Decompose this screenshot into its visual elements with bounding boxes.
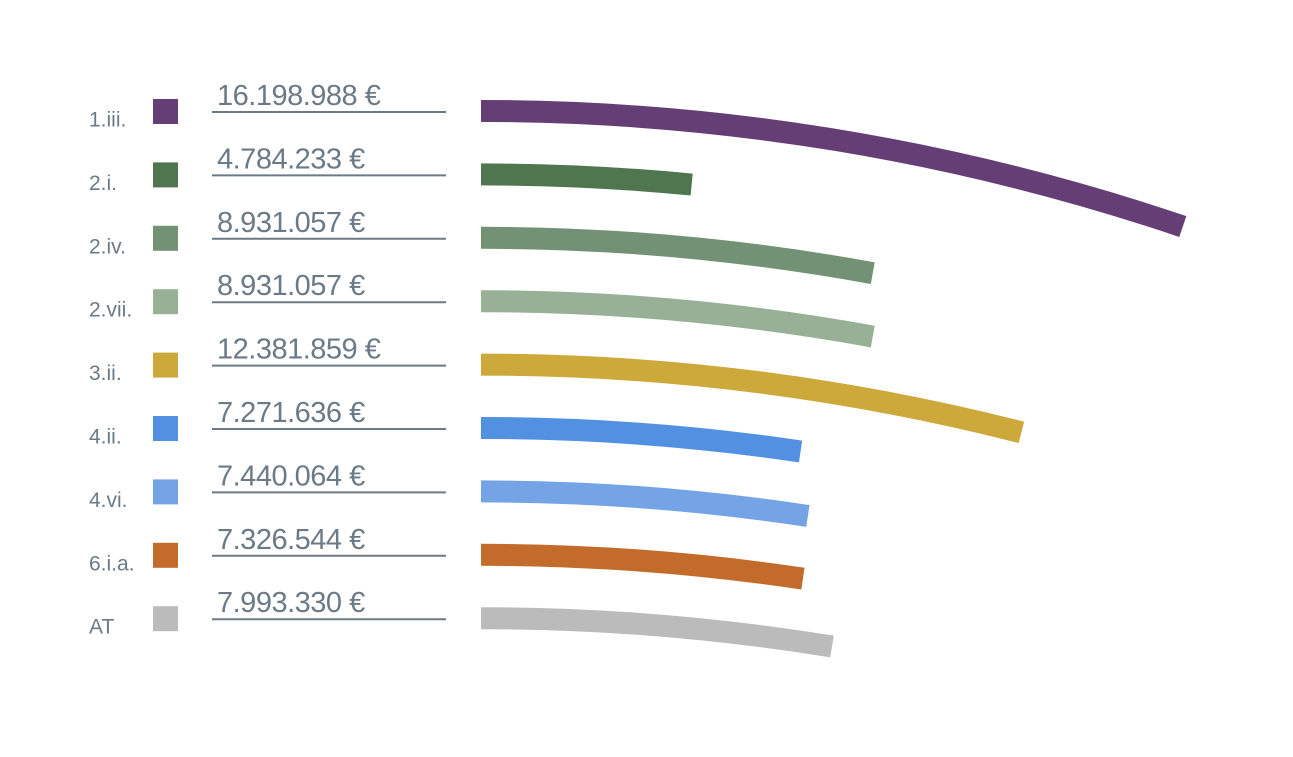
- arc-bar: [481, 480, 810, 527]
- category-label: 2.iv.: [89, 235, 126, 258]
- arc-bar: [481, 543, 805, 590]
- chart-row: 2.i. 4.784.233 €: [89, 143, 693, 196]
- category-label: 3.ii.: [89, 362, 122, 385]
- category-label: 6.i.a.: [89, 552, 135, 575]
- chart-row: 4.ii. 7.271.636 €: [89, 397, 803, 463]
- chart-row: 4.vi. 7.440.064 €: [89, 460, 810, 527]
- chart-row: 1.iii. 16.198.988 €: [89, 80, 1187, 237]
- value-label: 16.198.988 €: [217, 80, 381, 112]
- color-swatch: [153, 99, 178, 124]
- color-swatch: [153, 479, 178, 505]
- color-swatch: [153, 542, 178, 568]
- color-swatch: [153, 416, 178, 441]
- arc-bar: [481, 290, 875, 348]
- category-label: 1.iii.: [89, 109, 126, 132]
- value-label: 8.931.057 €: [217, 207, 365, 239]
- chart-row: 2.iv. 8.931.057 €: [89, 207, 875, 284]
- arc-bar: [481, 100, 1187, 237]
- chart-rows: 1.iii. 16.198.988 € 2.i. 4.784.233 € 2.iv. 8.…: [89, 80, 1187, 658]
- chart-row: AT 7.993.330 €: [89, 587, 834, 658]
- chart-row: 3.ii. 12.381.859 €: [89, 334, 1025, 444]
- color-swatch: [153, 225, 178, 251]
- color-swatch: [153, 289, 178, 315]
- chart-row: 6.i.a. 7.326.544 €: [89, 524, 805, 590]
- value-label: 7.271.636 €: [217, 397, 365, 429]
- arc-bar: [481, 607, 834, 658]
- category-label: AT: [89, 616, 114, 639]
- value-label: 7.993.330 €: [217, 587, 365, 619]
- category-label: 4.ii.: [89, 426, 122, 449]
- color-swatch: [153, 606, 178, 632]
- color-swatch: [153, 352, 178, 378]
- arc-bar: [481, 353, 1025, 444]
- arc-bar: [481, 226, 875, 284]
- category-label: 2.vii.: [89, 299, 132, 322]
- value-label: 8.931.057 €: [217, 270, 365, 302]
- category-label: 2.i.: [89, 172, 117, 195]
- category-label: 4.vi.: [89, 489, 128, 512]
- arc-bar: [481, 163, 693, 196]
- color-swatch: [153, 162, 178, 188]
- arc-bar: [481, 417, 803, 463]
- value-label: 4.784.233 €: [217, 143, 365, 175]
- chart-row: 2.vii. 8.931.057 €: [89, 270, 875, 348]
- value-label: 12.381.859 €: [217, 334, 381, 366]
- value-label: 7.440.064 €: [217, 460, 365, 492]
- value-label: 7.326.544 €: [217, 524, 365, 556]
